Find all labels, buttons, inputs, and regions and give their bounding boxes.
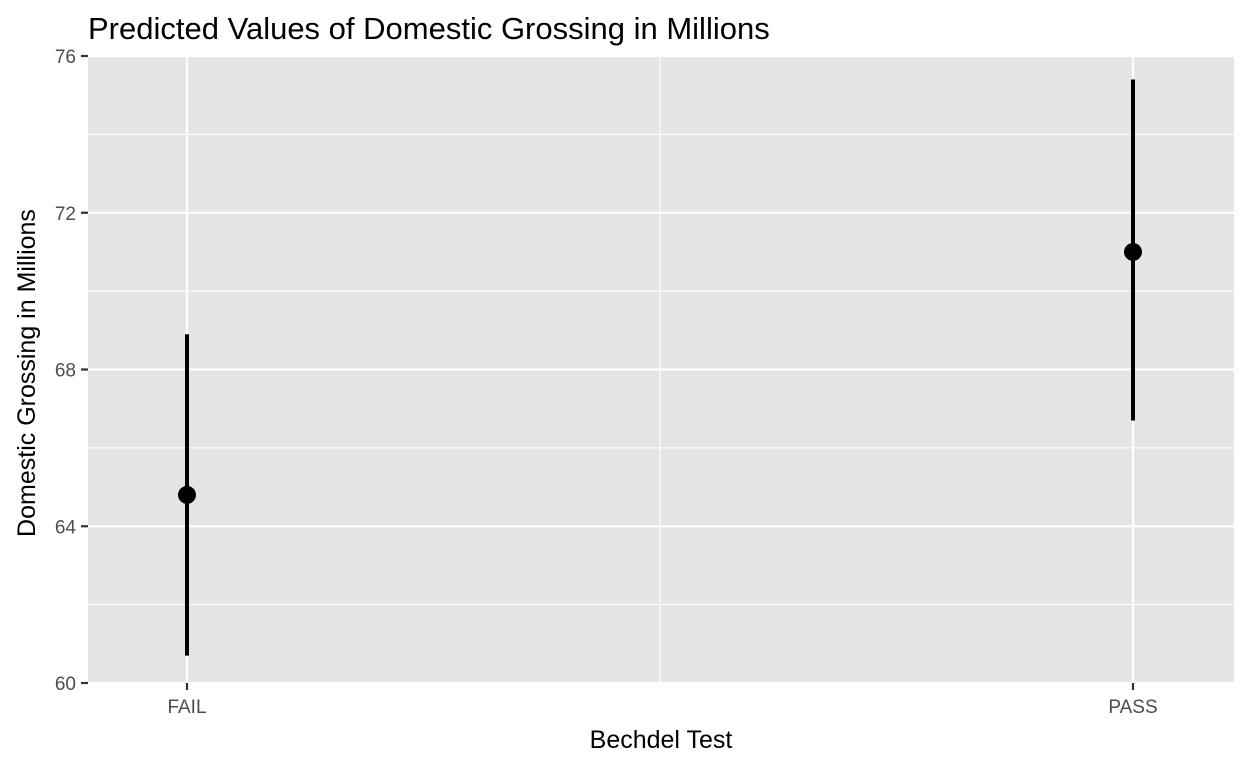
y-axis: 60 64 68 72 76 <box>55 47 88 695</box>
y-tick-label: 72 <box>55 204 76 225</box>
y-tick-label: 60 <box>55 674 76 695</box>
y-tick-label: 68 <box>55 361 76 382</box>
y-tick-label: 64 <box>55 517 77 538</box>
y-tick-label: 76 <box>55 47 76 68</box>
x-tick-label: FAIL <box>167 697 206 718</box>
point-pass <box>1124 242 1142 261</box>
data-marks <box>178 79 1142 656</box>
chart-title: Predicted Values of Domestic Grossing in… <box>88 11 770 46</box>
y-axis-title: Domestic Grossing in Millions <box>13 209 41 537</box>
point-fail <box>178 485 196 504</box>
x-tick-label: PASS <box>1108 697 1157 718</box>
x-axis: FAIL PASS <box>167 683 1158 718</box>
x-axis-title: Bechdel Test <box>590 726 733 754</box>
